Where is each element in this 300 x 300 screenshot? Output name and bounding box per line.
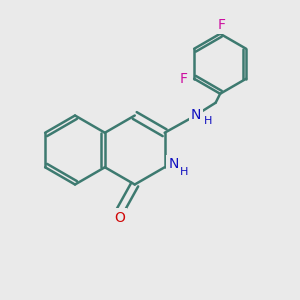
Text: N: N xyxy=(168,157,179,171)
Text: F: F xyxy=(218,18,226,32)
Text: H: H xyxy=(204,116,212,126)
Text: H: H xyxy=(180,167,188,177)
Text: O: O xyxy=(114,211,125,224)
Text: F: F xyxy=(180,72,188,86)
Text: N: N xyxy=(191,108,201,122)
